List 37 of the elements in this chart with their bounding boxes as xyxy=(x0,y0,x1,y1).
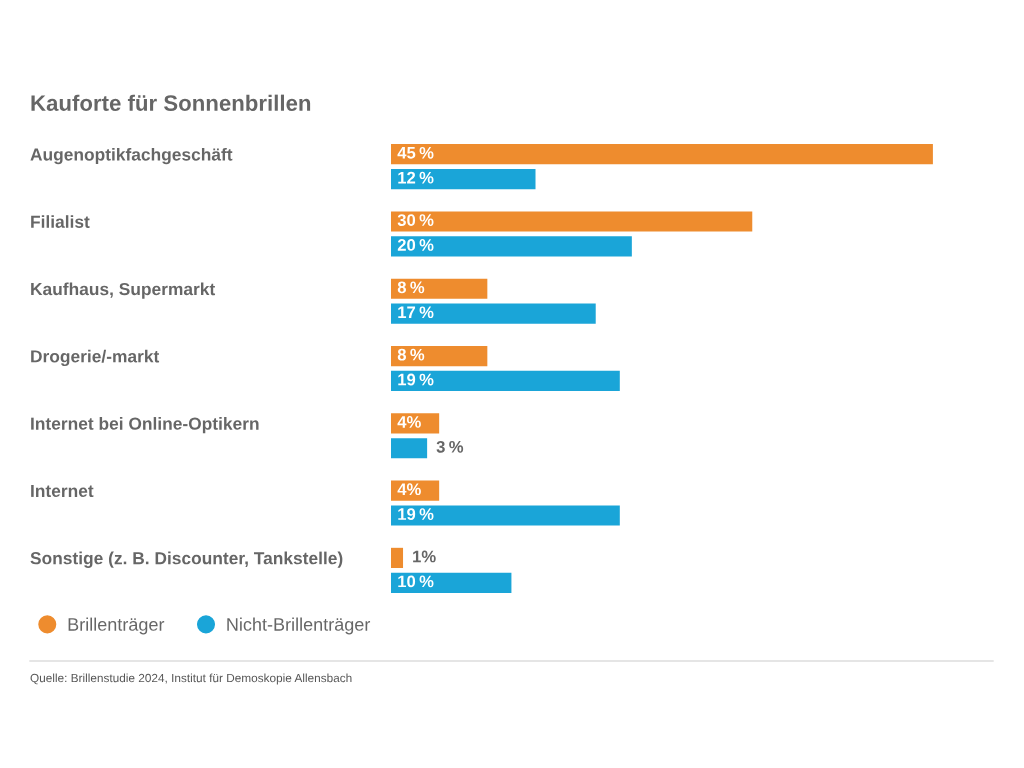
legend-label: Nicht-Brillenträger xyxy=(227,617,371,635)
data-label: 12 % xyxy=(398,171,434,184)
bar xyxy=(391,236,632,257)
data-label: 8 % xyxy=(397,348,425,361)
bar xyxy=(391,438,428,459)
data-label: 20 % xyxy=(397,239,434,251)
y-tick-label: Augenoptikfachgeschäft xyxy=(30,147,233,165)
bar xyxy=(391,345,488,367)
data-label: 19 % xyxy=(398,508,434,520)
bar xyxy=(391,572,512,593)
data-label: 10 % xyxy=(398,575,434,588)
data-label: 4% xyxy=(397,483,421,496)
data-label: 3 % xyxy=(436,440,464,453)
y-tick-label: Sonstige (z. B. Discounter, Tankstelle) xyxy=(30,551,343,568)
bar xyxy=(391,278,488,299)
bar xyxy=(391,169,536,190)
y-tick-label: Kaufhaus, Supermarkt xyxy=(31,282,216,299)
bar xyxy=(391,370,620,392)
legend-label: Brillenträger xyxy=(68,617,165,635)
source-note: Quelle: Brillenstudie 2024, Institut für Demoskopie Allensbach xyxy=(30,673,352,685)
bar xyxy=(391,505,620,526)
data-label: 45 % xyxy=(397,146,434,159)
bar xyxy=(391,211,753,232)
bar xyxy=(391,303,596,324)
data-label: 4% xyxy=(397,416,421,428)
bar xyxy=(391,144,933,165)
y-tick-label: Drogerie/-markt xyxy=(31,349,160,367)
bar xyxy=(391,547,404,568)
text: Kauforte für Sonnenbrillen xyxy=(31,94,311,111)
data-label: 8 % xyxy=(397,281,425,294)
y-tick-label: Internet bei Online-Optikern xyxy=(31,417,259,434)
data-label: 30 % xyxy=(397,214,434,226)
data-label: 1% xyxy=(413,550,436,563)
y-tick-label: Filialist xyxy=(31,215,90,228)
data-label: 19 % xyxy=(398,373,434,386)
y-tick-label: Internet xyxy=(31,484,94,498)
data-label: 17 % xyxy=(398,306,434,319)
